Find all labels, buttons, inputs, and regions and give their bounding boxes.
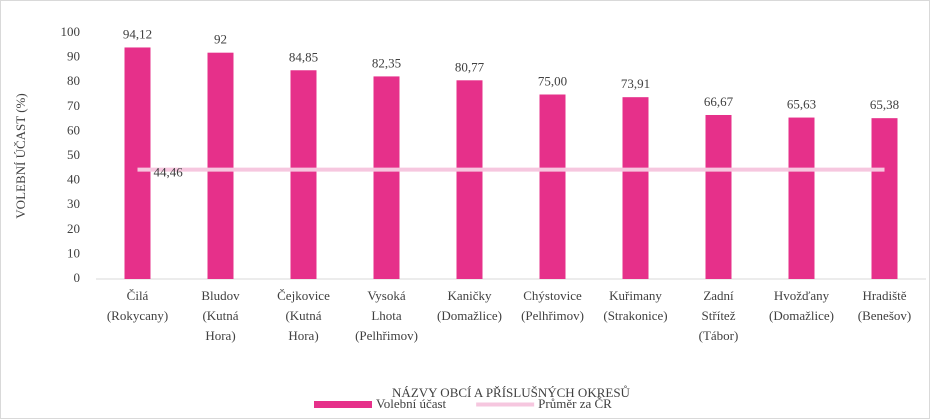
data-label: 80,77 [455,59,485,74]
y-tick-label: 30 [67,196,80,211]
bar [705,114,732,280]
y-tick-label: 60 [67,122,80,137]
y-tick-label: 100 [61,24,81,39]
bar [124,47,151,280]
y-axis-label: VOLEBNÍ ÚČAST (%) [13,93,28,218]
x-tick-label: Vysoká Lhota (Pelhřimov) [355,288,418,343]
bar [788,117,815,279]
bar [539,94,566,279]
y-tick-label: 10 [67,245,80,260]
legend-swatch [314,401,372,408]
bar [207,52,234,280]
x-tick-label: Hradiště (Benešov) [858,288,911,323]
x-tick-label: Čilá (Rokycany) [107,288,168,323]
data-label: 66,67 [704,94,734,109]
y-tick-label: 80 [67,73,80,88]
bar [871,118,898,280]
y-tick-label: 0 [74,270,81,285]
data-label: 75,00 [538,73,567,88]
x-axis-label: NÁZVY OBCÍ A PŘÍSLUŠNÝCH OKRESŮ [392,385,630,400]
x-tick-label: Čejkovice (Kutná Hora) [277,288,330,343]
bar [373,76,400,279]
data-label: 44,46 [154,165,184,180]
data-label: 73,91 [621,76,650,91]
x-tick-label: Bludov (Kutná Hora) [201,288,240,343]
y-tick-label: 90 [67,49,80,64]
x-tick-label: Hvožďany (Domažlice) [769,288,834,323]
data-label: 92 [214,32,227,47]
y-tick-label: 40 [67,172,80,187]
y-tick-label: 20 [67,221,80,236]
y-tick-label: 70 [67,98,80,113]
data-label: 82,35 [372,55,401,70]
legend-label: Průměr za ČR [538,396,612,411]
data-label: 84,85 [289,49,318,64]
bar [622,97,649,279]
x-tick-label: Zadní Střítež (Tábor) [699,288,739,343]
x-tick-label: Kuřimany (Strakonice) [603,288,667,323]
x-tick-label: Chýstovice (Pelhřimov) [521,288,584,323]
y-tick-label: 50 [67,147,80,162]
bar [290,70,317,279]
data-label: 65,63 [787,97,816,112]
data-label: 94,12 [123,26,152,41]
legend-label: Volební účast [376,396,447,411]
x-tick-label: Kaničky (Domažlice) [437,288,502,323]
data-label: 65,38 [870,97,899,112]
bar [456,80,483,279]
